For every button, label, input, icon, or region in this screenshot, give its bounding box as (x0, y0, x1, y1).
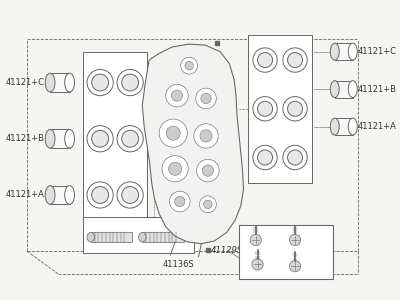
Circle shape (258, 101, 272, 116)
Text: 41121+C: 41121+C (358, 47, 397, 56)
Bar (83, 218, 194, 253)
Circle shape (117, 69, 143, 96)
Circle shape (159, 119, 187, 147)
Text: 41129S: 41129S (211, 246, 243, 255)
Bar (50, 129, 70, 148)
Bar (239, 225, 332, 279)
Circle shape (171, 90, 182, 101)
Circle shape (288, 150, 302, 165)
Circle shape (258, 52, 272, 68)
Circle shape (204, 200, 212, 208)
Text: 41121+C: 41121+C (6, 78, 45, 87)
Bar (335, 81, 353, 98)
Circle shape (87, 69, 113, 96)
Circle shape (252, 259, 263, 270)
Circle shape (196, 88, 216, 109)
Circle shape (122, 130, 138, 147)
Bar (50, 186, 70, 204)
Text: 41121+A: 41121+A (358, 122, 397, 131)
Circle shape (200, 196, 216, 213)
Text: 41121+A: 41121+A (6, 190, 45, 200)
Circle shape (288, 52, 302, 68)
Circle shape (253, 97, 277, 121)
Circle shape (166, 126, 180, 140)
Ellipse shape (45, 129, 55, 148)
Circle shape (117, 126, 143, 152)
Circle shape (194, 124, 218, 148)
Circle shape (181, 57, 198, 74)
Ellipse shape (65, 73, 74, 92)
Circle shape (250, 234, 261, 246)
Bar (248, 35, 312, 183)
Ellipse shape (330, 118, 339, 135)
Circle shape (92, 74, 108, 91)
Circle shape (290, 234, 301, 246)
Ellipse shape (65, 129, 74, 148)
Text: 41136S: 41136S (163, 260, 195, 269)
Ellipse shape (348, 118, 357, 135)
Circle shape (170, 191, 190, 212)
Bar (335, 118, 353, 135)
Circle shape (122, 74, 138, 91)
Circle shape (175, 196, 185, 207)
Circle shape (117, 182, 143, 208)
Ellipse shape (138, 232, 146, 242)
Ellipse shape (348, 81, 357, 98)
Circle shape (87, 126, 113, 152)
Bar (91, 232, 132, 242)
Circle shape (253, 145, 277, 170)
Circle shape (197, 159, 219, 182)
Polygon shape (142, 44, 244, 244)
Circle shape (87, 182, 113, 208)
Circle shape (202, 165, 214, 176)
Circle shape (200, 130, 212, 142)
Bar (335, 43, 353, 60)
Circle shape (168, 162, 182, 175)
Ellipse shape (330, 43, 339, 60)
Circle shape (162, 156, 188, 182)
Circle shape (258, 150, 272, 165)
Ellipse shape (330, 81, 339, 98)
Bar (50, 73, 70, 92)
Ellipse shape (87, 232, 94, 242)
Circle shape (122, 187, 138, 203)
Circle shape (283, 145, 307, 170)
Circle shape (283, 48, 307, 72)
Ellipse shape (348, 43, 357, 60)
Circle shape (290, 261, 301, 272)
Circle shape (283, 97, 307, 121)
Circle shape (92, 187, 108, 203)
Bar (142, 232, 184, 242)
Circle shape (253, 48, 277, 72)
Text: 41121+B: 41121+B (6, 134, 45, 143)
Bar (83, 52, 147, 225)
Circle shape (92, 130, 108, 147)
Ellipse shape (65, 186, 74, 204)
Circle shape (288, 101, 302, 116)
Circle shape (185, 61, 193, 70)
Ellipse shape (45, 73, 55, 92)
Circle shape (166, 84, 188, 107)
Text: 41121+B: 41121+B (358, 85, 397, 94)
Ellipse shape (45, 186, 55, 204)
Circle shape (201, 93, 211, 103)
